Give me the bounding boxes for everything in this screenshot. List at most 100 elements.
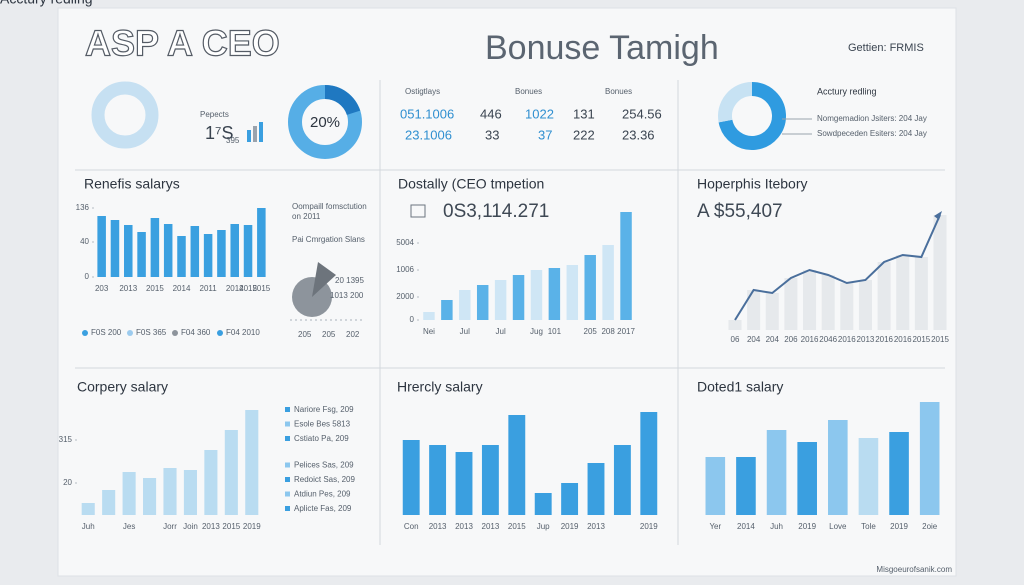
bar <box>122 472 136 515</box>
legend-label: Pelices Sas, 209 <box>294 461 354 470</box>
x-tick-label: 2016 <box>894 335 912 344</box>
y-tick-label: 40 <box>80 237 89 246</box>
mini-bar <box>247 130 251 142</box>
x-tick-label: 203 <box>95 284 109 293</box>
bar <box>530 270 543 320</box>
header-title: ASP A CEO <box>85 23 280 64</box>
bar <box>494 280 507 320</box>
table-cell: 131 <box>573 106 595 121</box>
x-tick-label: Jug <box>530 327 543 336</box>
x-tick-label: Juh <box>82 522 95 531</box>
side-text: Oompaill fomsctution <box>292 202 367 211</box>
table-cell: 051.1006 <box>400 106 454 121</box>
bar <box>858 438 879 515</box>
bar <box>143 478 157 515</box>
legend-marker <box>285 421 290 427</box>
bar <box>534 493 552 515</box>
chart-title: Acctury redling <box>817 86 877 96</box>
y-tick-label: 315 <box>59 435 73 444</box>
column <box>877 262 891 330</box>
bar <box>441 300 453 320</box>
table-cell: 33 <box>485 127 499 142</box>
legend-label: F0S 200 <box>91 328 122 337</box>
column <box>728 320 742 330</box>
y-tick-label: 5004 <box>396 238 414 247</box>
x-tick-label: 2017 <box>617 327 635 336</box>
y-tick-label: 1006 <box>396 265 414 274</box>
x-tick-label: Jul <box>496 327 506 336</box>
x-tick-label: 2013 <box>587 522 605 531</box>
x-tick-label: Jul <box>460 327 470 336</box>
bar <box>508 415 526 515</box>
mini-bar <box>253 126 257 142</box>
legend-label: Esole Bes 5813 <box>294 420 351 429</box>
table-cell: 1022 <box>525 106 554 121</box>
kpi-value: 1⁷S <box>205 123 234 143</box>
mini-bar <box>259 122 263 142</box>
icon <box>410 204 426 218</box>
bar <box>705 457 726 515</box>
x-tick-label: Jes <box>123 522 135 531</box>
x-tick-label: 2019 <box>798 522 816 531</box>
bar <box>828 420 848 515</box>
bar <box>423 312 435 320</box>
bar <box>766 430 787 515</box>
chart-title: Renefis salarys <box>84 176 180 192</box>
legend-marker <box>82 330 88 336</box>
x-tick-label: 204 <box>766 335 780 344</box>
table-cell: 254.56 <box>622 106 662 121</box>
legend-marker <box>127 330 133 336</box>
x-tick-label: 2015 <box>222 522 240 531</box>
x-tick-label: Join <box>183 522 198 531</box>
legend-label: F04 2010 <box>226 328 260 337</box>
side-text: 205 <box>322 330 336 339</box>
side-text: 205 <box>298 330 312 339</box>
x-tick-label: 2016 <box>838 335 856 344</box>
header-subtitle: Bonuse Tamigh <box>485 29 719 67</box>
donut-arc <box>718 82 786 150</box>
legend-marker <box>285 436 290 441</box>
legend-marker <box>285 506 290 511</box>
side-pie-slice <box>312 262 336 297</box>
x-tick-label: 2019 <box>561 522 579 531</box>
side-text: 202 <box>346 330 360 339</box>
table-cell: 222 <box>573 127 595 142</box>
header-tag: Gettien: FRMIS <box>848 42 924 54</box>
x-tick-label: 2019 <box>890 522 908 531</box>
x-tick-label: 2014 <box>226 284 244 293</box>
bar <box>230 224 239 277</box>
legend-marker <box>285 477 290 482</box>
bar <box>124 225 133 277</box>
donut-arc <box>718 82 753 123</box>
bar <box>183 470 197 515</box>
side-text: on 2011 <box>292 212 321 221</box>
column <box>933 215 947 330</box>
bar <box>150 218 160 277</box>
x-tick-label: 2019 <box>640 522 658 531</box>
bar <box>640 412 658 515</box>
bar <box>177 236 186 277</box>
column <box>821 275 835 330</box>
column <box>896 255 910 330</box>
bar <box>459 290 471 320</box>
column <box>803 270 817 330</box>
x-tick-label: 208 <box>601 327 615 336</box>
x-tick-label: 2013 <box>482 522 500 531</box>
x-tick-label: 2016 <box>875 335 893 344</box>
legend-label: Nariore Fsg, 209 <box>294 405 354 414</box>
table-header: Bonues <box>605 87 632 96</box>
table-cell: 446 <box>480 106 502 121</box>
bar <box>217 230 226 277</box>
bar <box>110 220 120 277</box>
side-text: 1013 200 <box>330 291 364 300</box>
chart-subtitle: A $55,407 <box>697 201 783 222</box>
x-tick-label: 2015 <box>931 335 949 344</box>
chart-subtitle: 0S3,114.271 <box>443 201 549 222</box>
bar <box>204 450 218 515</box>
arrow-head <box>934 211 942 220</box>
x-tick-label: Yer <box>709 522 721 531</box>
x-tick-label: 205 <box>584 327 598 336</box>
x-tick-label: 2oie <box>922 522 938 531</box>
y-tick-label: 20 <box>63 478 72 487</box>
